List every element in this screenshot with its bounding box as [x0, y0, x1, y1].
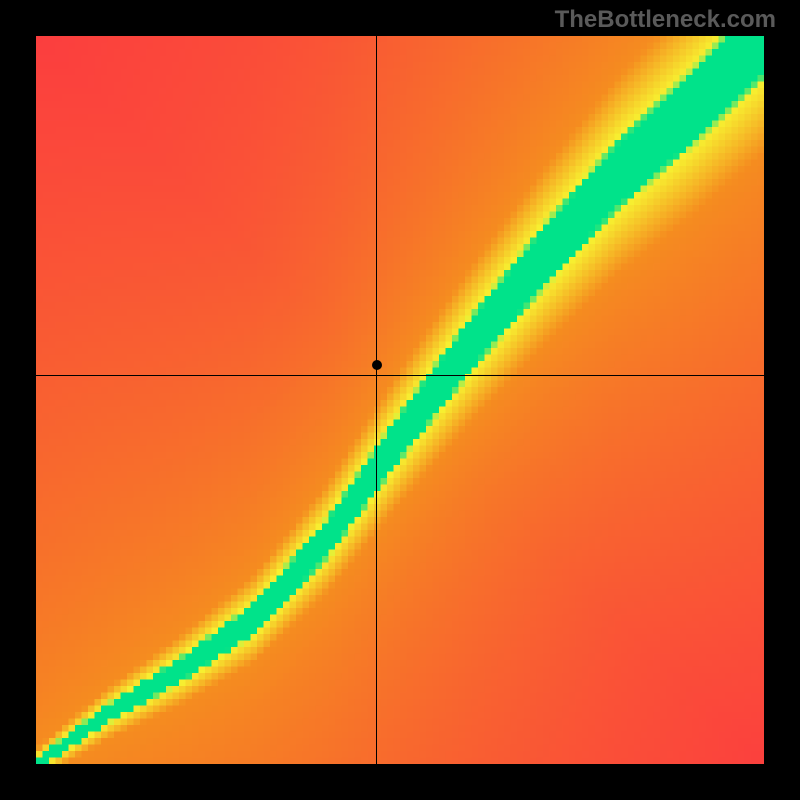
- crosshair-horizontal: [36, 375, 764, 376]
- crosshair-vertical: [376, 36, 377, 764]
- crosshair-marker: [372, 360, 382, 370]
- bottleneck-heatmap: [36, 36, 764, 764]
- watermark-text: TheBottleneck.com: [555, 6, 776, 34]
